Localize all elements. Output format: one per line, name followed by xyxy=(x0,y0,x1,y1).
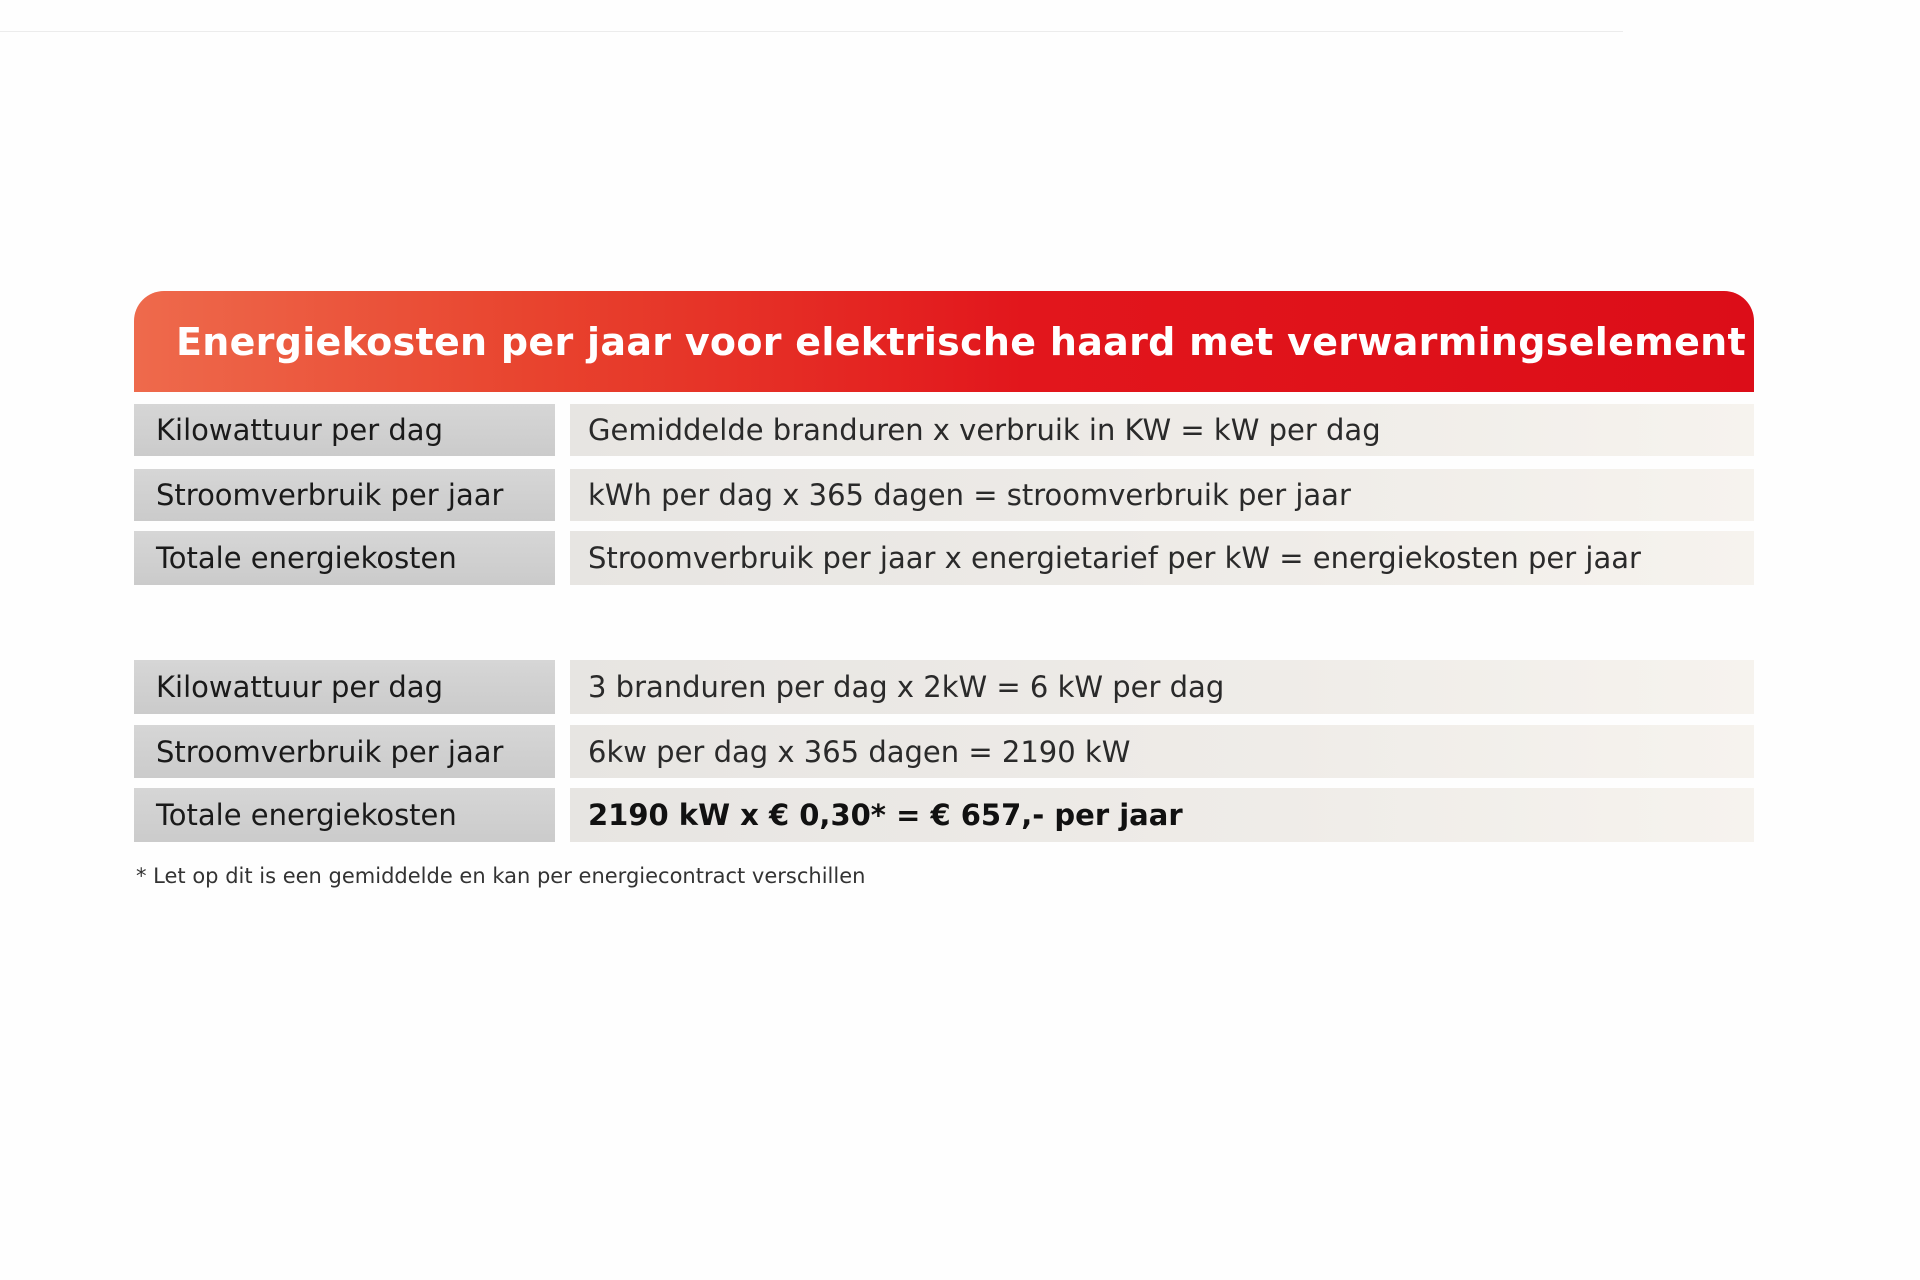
example-row-kwh-per-day: Kilowattuur per dag 3 branduren per dag … xyxy=(134,660,1754,714)
footnote: * Let op dit is een gemiddelde en kan pe… xyxy=(136,864,866,888)
row-value: Gemiddelde branduren x verbruik in KW = … xyxy=(570,404,1754,456)
row-label: Totale energiekosten xyxy=(134,788,555,842)
table-title: Energiekosten per jaar voor elektrische … xyxy=(176,319,1746,364)
formula-row-total-cost: Totale energiekosten Stroomverbruik per … xyxy=(134,531,1754,585)
table-header: Energiekosten per jaar voor elektrische … xyxy=(134,291,1754,392)
formula-row-kwh-per-day: Kilowattuur per dag Gemiddelde branduren… xyxy=(134,404,1754,456)
row-label: Stroomverbruik per jaar xyxy=(134,725,555,778)
row-value: 3 branduren per dag x 2kW = 6 kW per dag xyxy=(570,660,1754,714)
formula-row-usage-per-year: Stroomverbruik per jaar kWh per dag x 36… xyxy=(134,469,1754,521)
row-label: Totale energiekosten xyxy=(134,531,555,585)
example-row-usage-per-year: Stroomverbruik per jaar 6kw per dag x 36… xyxy=(134,725,1754,778)
row-label: Kilowattuur per dag xyxy=(134,404,555,456)
row-value: 6kw per dag x 365 dagen = 2190 kW xyxy=(570,725,1754,778)
example-row-total-cost: Totale energiekosten 2190 kW x € 0,30* =… xyxy=(134,788,1754,842)
row-value: kWh per dag x 365 dagen = stroomverbruik… xyxy=(570,469,1754,521)
row-label: Kilowattuur per dag xyxy=(134,660,555,714)
row-value: Stroomverbruik per jaar x energietarief … xyxy=(570,531,1754,585)
top-divider xyxy=(0,31,1623,32)
row-label: Stroomverbruik per jaar xyxy=(134,469,555,521)
row-value: 2190 kW x € 0,30* = € 657,- per jaar xyxy=(570,788,1754,842)
